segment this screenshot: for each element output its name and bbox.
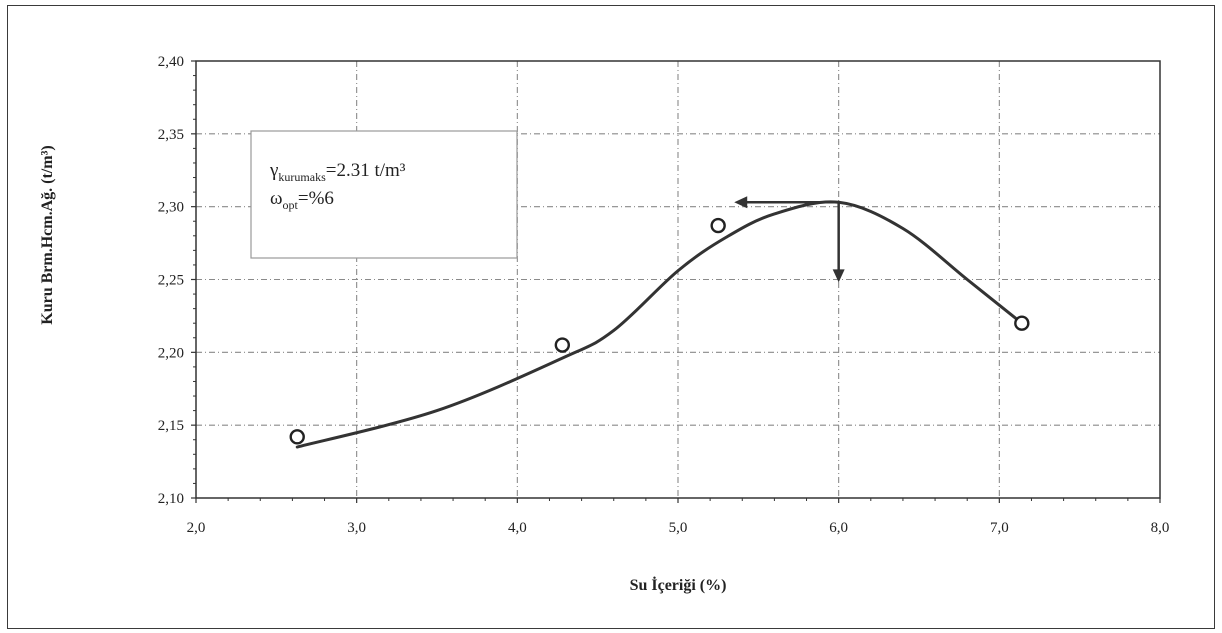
y-tick-label: 2,25 [158,273,184,289]
y-tick-label: 2,30 [158,200,184,216]
curve-layer [295,200,1024,449]
x-tick-label: 6,0 [829,520,848,536]
y-tick-label: 2,40 [158,54,184,70]
x-tick-label: 4,0 [508,520,527,536]
y-tick-label: 2,15 [158,418,184,434]
x-tick-label: 7,0 [990,520,1009,536]
data-point [554,337,571,353]
x-tick-label: 2,0 [187,520,206,536]
grid-lines [196,61,1160,498]
y-axis-title: Kuru Brm.Hcm.Ağ. (t/m³) [39,145,56,324]
annotation-gamma: γkurumaks=2.31 t/m³ [269,160,406,184]
data-point [1014,315,1030,331]
x-tick-label: 3,0 [347,520,366,536]
arrow-down-head [832,269,845,283]
optimum-arrows [734,196,845,283]
y-tick-label: 2,35 [158,127,184,143]
arrow-left-head [734,196,748,209]
x-tick-label: 8,0 [1151,520,1170,536]
data-points [289,217,1030,445]
data-point [289,429,305,445]
axis-ticks: 2,0 3,0 4,0 5,0 6,0 7,0 8,0 2,10 2,15 2,20 2,25 2,3… [158,54,1170,536]
y-tick-label: 2,20 [158,345,184,361]
y-tick-label: 2,10 [158,491,184,507]
data-point [710,217,726,234]
x-tick-label: 5,0 [669,520,688,536]
annotation-omega: ωopt=%6 [270,188,334,212]
annotation-box: γkurumaks=2.31 t/m³ ωopt=%6 [250,130,518,259]
x-axis-title: Su İçeriği (%) [630,575,727,594]
compaction-curve [295,200,1024,449]
